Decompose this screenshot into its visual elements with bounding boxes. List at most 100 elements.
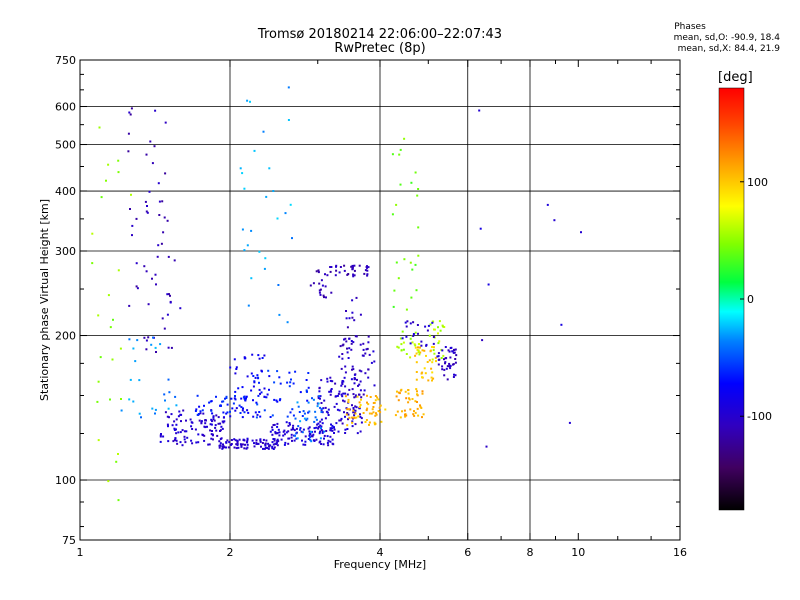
data-point-3-22 <box>326 377 329 380</box>
data-point-3-45 <box>352 393 355 396</box>
data-point-9-54 <box>365 409 368 412</box>
data-point-1-46 <box>259 438 262 441</box>
data-point-22-5 <box>111 358 114 361</box>
data-point-7-7 <box>243 411 246 414</box>
data-point-21-12 <box>175 404 178 407</box>
data-point-19-1 <box>147 303 150 306</box>
data-point-16-10 <box>343 264 346 267</box>
data-point-5-30 <box>235 368 238 370</box>
data-point-2-65 <box>319 440 322 443</box>
data-point-4-22 <box>358 369 361 372</box>
data-point-16-29 <box>353 264 356 267</box>
data-point-3-15 <box>344 432 347 434</box>
data-point-0-34 <box>164 411 167 414</box>
data-point-0-67 <box>181 429 184 432</box>
data-point-4-11 <box>370 361 373 364</box>
data-point-14-42 <box>436 355 439 358</box>
data-point-16-8 <box>339 266 342 268</box>
data-point-17-5 <box>323 296 325 299</box>
data-point-1-67 <box>251 439 254 442</box>
data-point-1-79 <box>255 441 258 444</box>
data-point-9-32 <box>372 411 375 414</box>
data-point-11-17 <box>415 352 418 355</box>
data-point-0-15 <box>213 419 216 422</box>
data-point-8-27 <box>296 437 299 440</box>
data-point-24-16 <box>410 296 413 299</box>
data-point-21-15 <box>132 347 135 350</box>
data-point-4-26 <box>344 385 347 388</box>
data-point-21-14 <box>134 360 137 363</box>
data-point-16-18 <box>366 269 369 272</box>
data-point-15-11 <box>405 325 408 328</box>
data-point-10-22 <box>413 414 416 417</box>
data-point-2-105 <box>278 431 281 434</box>
data-point-2-91 <box>276 440 279 443</box>
data-point-9-15 <box>348 408 351 411</box>
data-point-0-57 <box>179 441 182 444</box>
data-point-0-93 <box>166 415 169 418</box>
data-point-5-1 <box>254 376 257 379</box>
data-point-24-4 <box>414 171 417 174</box>
data-point-1-52 <box>273 446 276 449</box>
data-point-21-0 <box>164 399 166 402</box>
data-point-14-21 <box>453 351 456 354</box>
data-point-24-20 <box>397 277 400 280</box>
data-point-1-76 <box>227 446 230 449</box>
data-point-10-5 <box>405 414 408 417</box>
data-point-21-23 <box>174 395 177 398</box>
data-point-6-8 <box>257 394 260 397</box>
data-point-4-55 <box>346 393 349 396</box>
data-point-16-12 <box>358 264 361 267</box>
data-point-3-5 <box>333 405 336 408</box>
data-point-20-3 <box>135 217 138 220</box>
data-point-14-26 <box>452 376 455 378</box>
data-point-21-18 <box>154 346 157 349</box>
data-point-1-36 <box>272 438 275 440</box>
data-point-2-9 <box>331 438 334 441</box>
y-tick-label-100: 100 <box>55 474 76 487</box>
data-point-3-42 <box>343 376 346 379</box>
data-point-14-29 <box>450 346 453 349</box>
data-point-14-17 <box>441 368 444 371</box>
data-point-2-104 <box>307 438 310 440</box>
data-point-8-13 <box>313 420 316 423</box>
data-point-20-22 <box>129 208 131 210</box>
data-point-0-59 <box>175 423 178 426</box>
colorbar-unit: [deg] <box>718 70 753 85</box>
data-point-2-28 <box>283 443 286 446</box>
data-point-0-25 <box>194 428 197 431</box>
data-point-10-15 <box>405 397 408 400</box>
data-point-8-4 <box>309 439 312 442</box>
data-point-2-88 <box>271 426 274 429</box>
x-tick-label-2: 2 <box>227 546 234 559</box>
data-point-22-24 <box>109 326 112 329</box>
data-point-7-4 <box>221 400 224 403</box>
data-point-3-39 <box>358 407 361 410</box>
data-point-3-35 <box>355 406 358 409</box>
data-point-24-9 <box>403 258 406 261</box>
data-point-23-17 <box>250 229 253 232</box>
data-point-3-94 <box>330 388 333 390</box>
data-point-16-23 <box>335 265 337 268</box>
colorbar-tick-label-0: 0 <box>747 293 754 306</box>
data-point-3-9 <box>338 390 341 393</box>
data-point-0-65 <box>191 428 194 430</box>
data-point-24-6 <box>414 263 417 266</box>
data-point-4-10 <box>342 392 345 395</box>
data-point-3-51 <box>341 381 344 384</box>
data-point-23-8 <box>263 267 266 270</box>
data-point-1-61 <box>264 443 267 446</box>
data-point-1-7 <box>221 447 224 450</box>
data-point-3-20 <box>343 400 346 403</box>
data-point-16-11 <box>329 266 332 268</box>
data-point-3-62 <box>324 406 327 409</box>
data-point-19-2 <box>143 265 146 268</box>
data-point-11-22 <box>414 346 417 349</box>
data-point-2-56 <box>307 427 310 430</box>
data-point-8-7 <box>305 419 308 422</box>
data-point-11-9 <box>430 376 433 379</box>
data-point-7-32 <box>201 409 204 412</box>
data-point-22-10 <box>107 480 110 483</box>
data-point-8-1 <box>319 437 322 440</box>
data-point-15-19 <box>404 321 407 324</box>
